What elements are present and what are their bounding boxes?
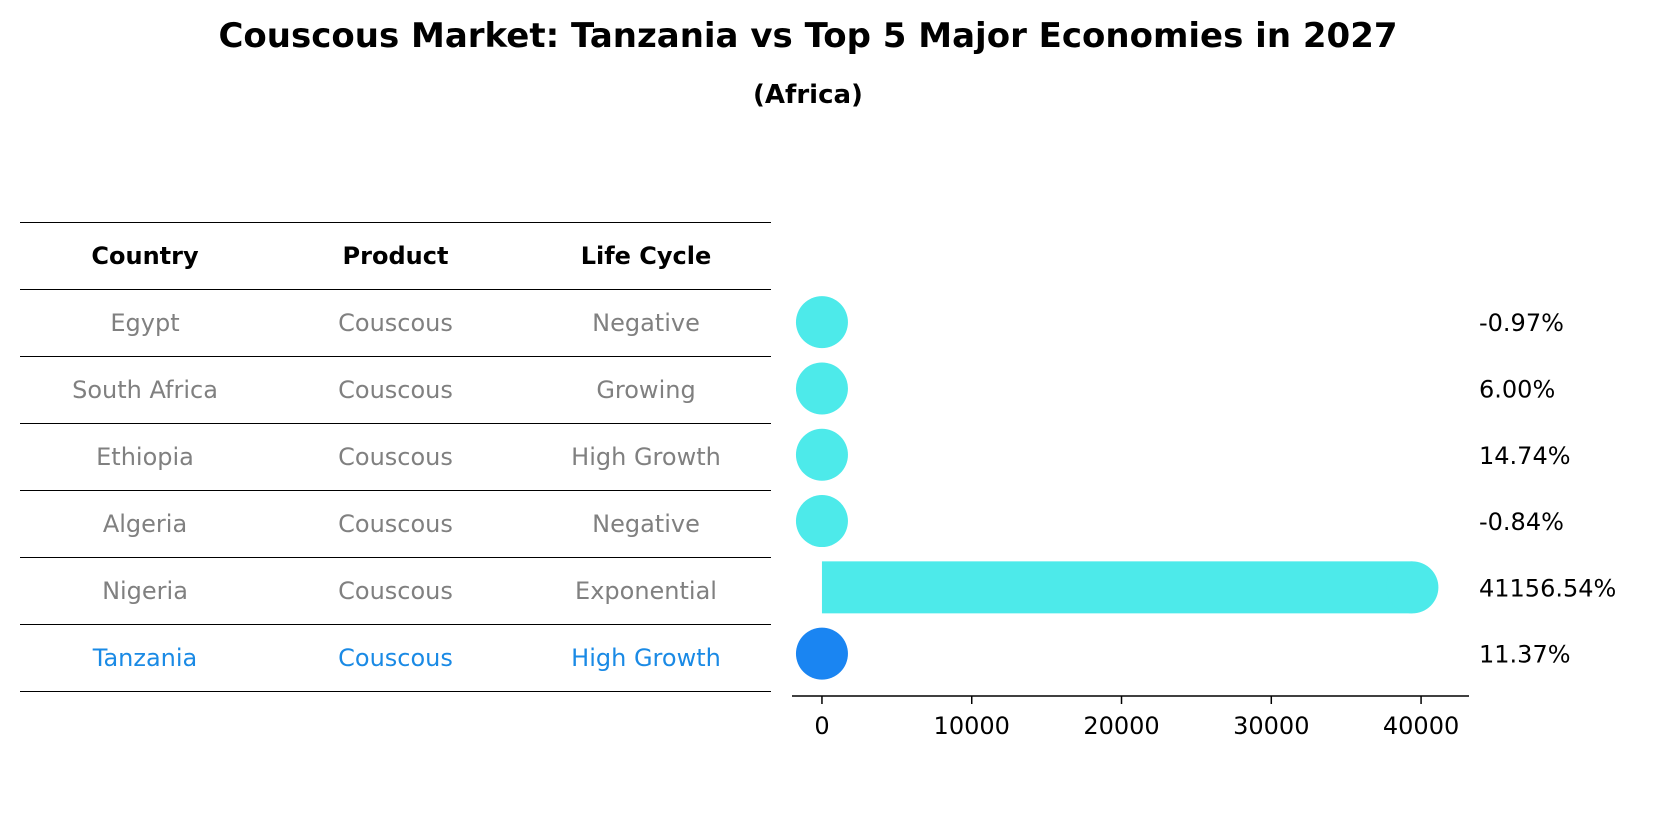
x-tick-label: 20000 <box>1083 712 1159 740</box>
cell-life-cycle: Negative <box>592 510 700 538</box>
cell-life-cycle: Exponential <box>575 577 717 605</box>
cell-product: Couscous <box>338 309 453 337</box>
x-tick-label: 0 <box>814 712 829 740</box>
cell-product: Couscous <box>338 510 453 538</box>
data-label: 41156.54% <box>1479 574 1616 602</box>
data-label: 6.00% <box>1479 375 1555 403</box>
cell-country: Algeria <box>102 510 188 538</box>
cell-product: Couscous <box>338 577 453 605</box>
cell-country: Ethiopia <box>96 443 194 471</box>
table-row: Ethiopia Couscous High Growth <box>20 423 771 490</box>
table-header-row: Country Product Life Cycle <box>20 222 771 289</box>
table-row: Algeria Couscous Negative <box>20 490 771 557</box>
header-country: Country <box>91 242 199 270</box>
table-row: South Africa Couscous Growing <box>20 356 771 423</box>
cell-product: Couscous <box>338 376 453 404</box>
cell-life-cycle: High Growth <box>571 443 721 471</box>
cell-product: Couscous <box>338 644 453 672</box>
cell-country: Tanzania <box>92 644 198 672</box>
data-label: -0.97% <box>1479 309 1564 337</box>
table-row-highlight: Tanzania Couscous High Growth <box>20 624 771 692</box>
bar-algeria <box>795 495 848 548</box>
x-tick-label: 40000 <box>1383 712 1459 740</box>
bar-tip <box>1386 561 1439 614</box>
bar-south-africa <box>795 362 848 415</box>
chart-title: Couscous Market: Tanzania vs Top 5 Major… <box>218 16 1398 56</box>
data-table: Country Product Life Cycle Egypt Couscou… <box>20 222 771 692</box>
bar-tanzania <box>795 627 848 680</box>
header-life-cycle: Life Cycle <box>580 242 712 270</box>
bar-egypt <box>795 296 848 349</box>
cell-country: South Africa <box>72 376 218 404</box>
x-tick-label: 30000 <box>1233 712 1309 740</box>
bar-ethiopia <box>795 428 848 481</box>
table-row: Egypt Couscous Negative <box>20 289 771 356</box>
cell-life-cycle: Negative <box>592 309 700 337</box>
cell-country: Nigeria <box>102 577 188 605</box>
header-product: Product <box>342 242 449 270</box>
data-label: -0.84% <box>1479 508 1564 536</box>
table-row: Nigeria Couscous Exponential <box>20 557 771 624</box>
cell-product: Couscous <box>338 443 453 471</box>
cell-country: Egypt <box>110 309 180 337</box>
data-label: 11.37% <box>1479 641 1571 669</box>
cell-life-cycle: Growing <box>596 376 696 404</box>
data-label: 14.74% <box>1479 442 1571 470</box>
cell-life-cycle: High Growth <box>571 644 721 672</box>
x-tick-label: 10000 <box>934 712 1010 740</box>
bar-nigeria <box>821 561 1413 614</box>
chart-subtitle: (Africa) <box>753 80 863 110</box>
